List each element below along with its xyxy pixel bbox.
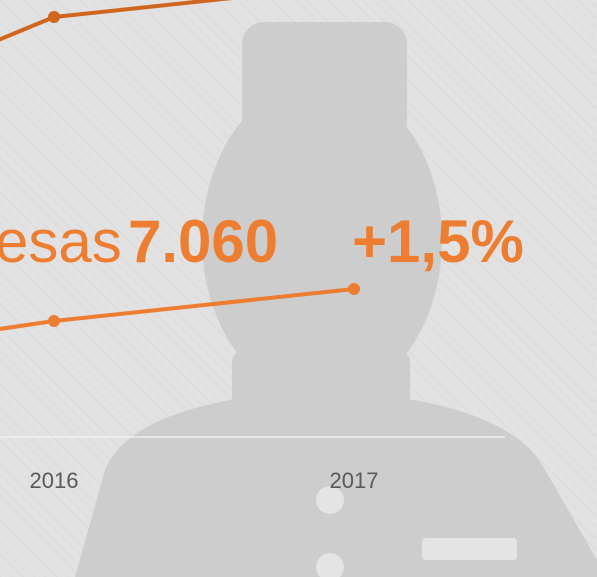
data-point xyxy=(48,11,60,23)
x-tick-label: 2016 xyxy=(30,468,79,493)
annotation: +1,5% xyxy=(352,208,524,275)
data-point xyxy=(348,283,360,295)
data-point xyxy=(48,315,60,327)
annotation: esas xyxy=(0,208,122,275)
bellhop-silhouette xyxy=(75,22,597,577)
annotation: 7.060 xyxy=(128,208,278,275)
x-tick-label: 2017 xyxy=(330,468,379,493)
uniform-details xyxy=(316,486,517,577)
